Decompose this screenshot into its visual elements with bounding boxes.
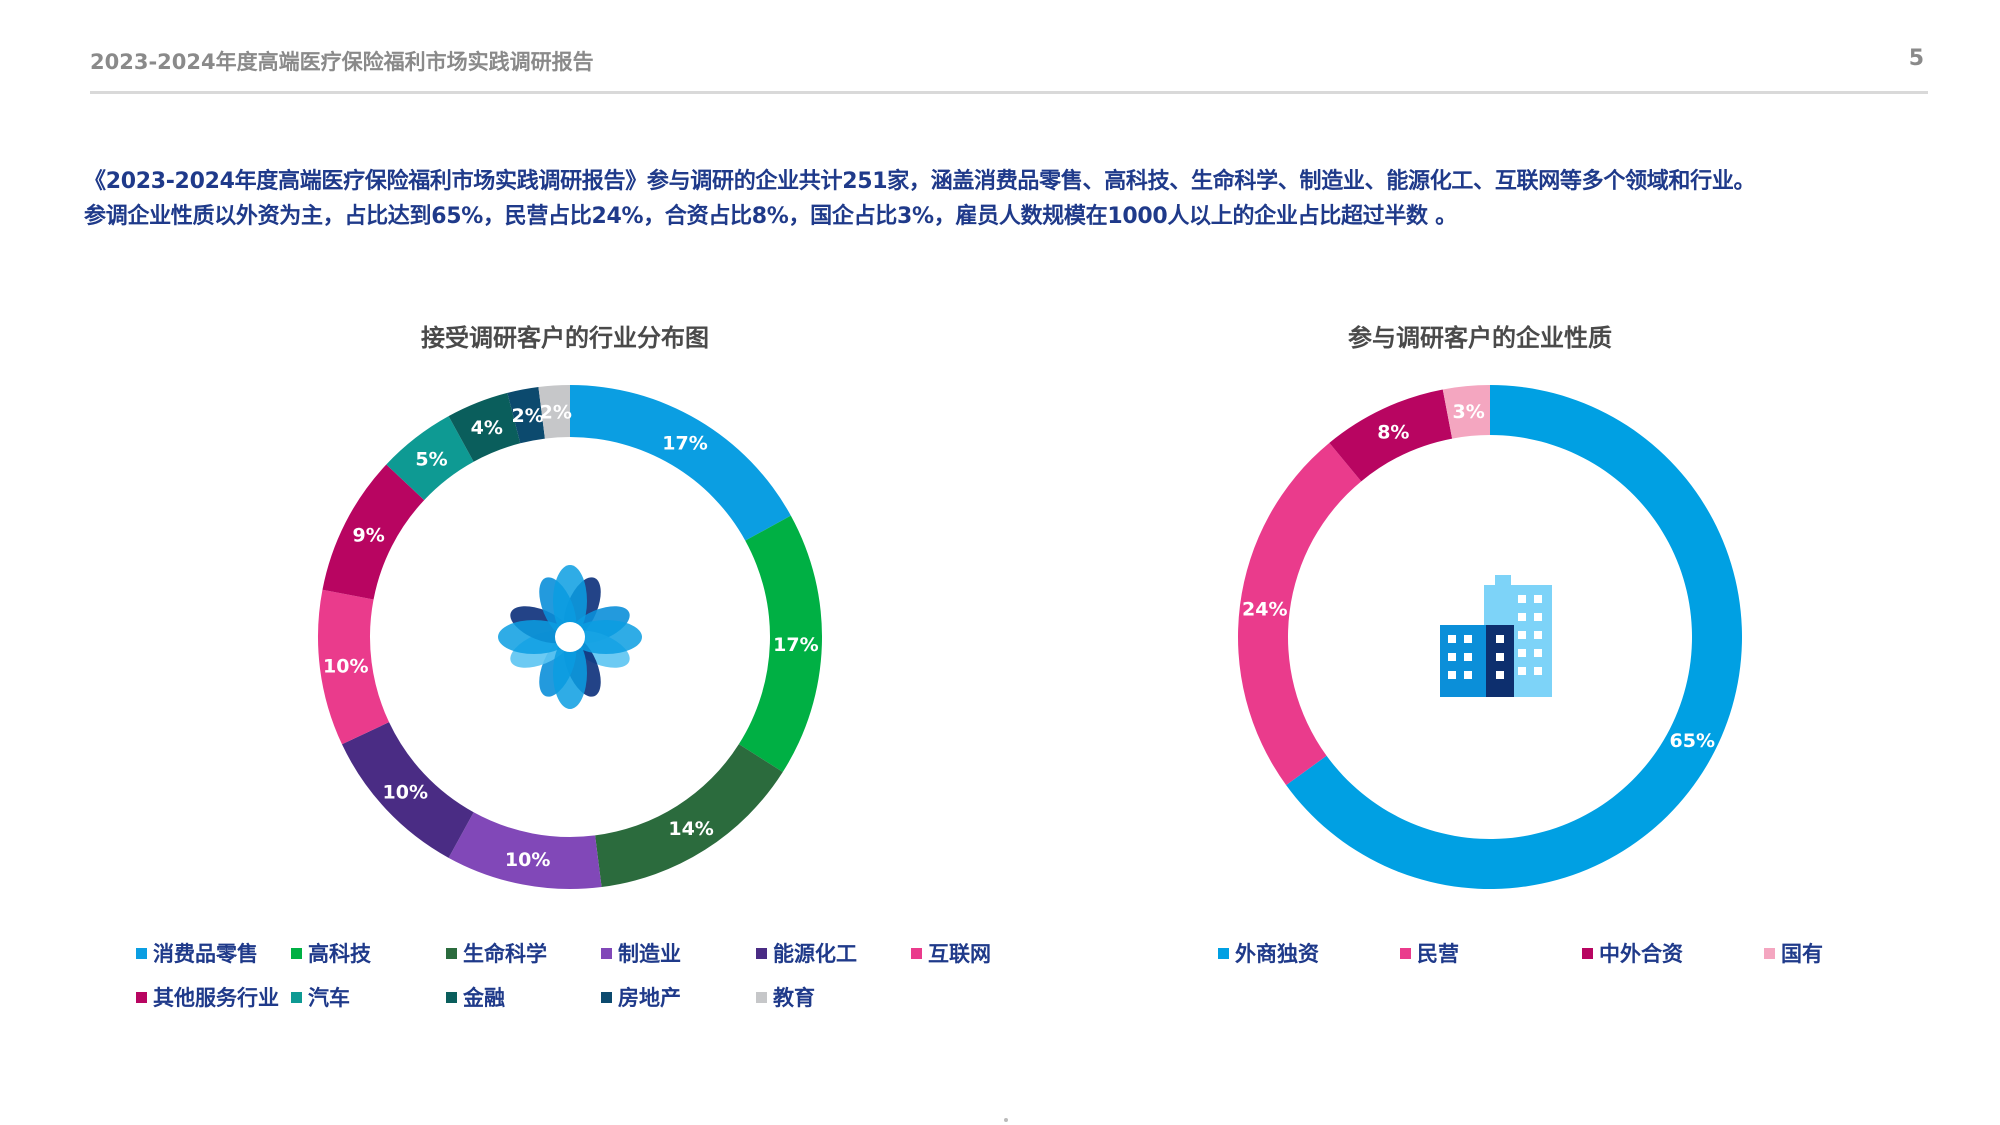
intro-paragraph: 《2023-2024年度高端医疗保险福利市场实践调研报告》参与调研的企业共计25… <box>84 164 1944 234</box>
legend-label: 国有 <box>1781 942 1823 966</box>
slice-label-国有: 3% <box>1453 401 1485 423</box>
slice-互联网 <box>318 589 390 745</box>
slice-label-外商独资: 65% <box>1670 730 1715 752</box>
legend-item: 生命科学 <box>446 938 547 968</box>
legend-label: 中外合资 <box>1599 942 1683 966</box>
legend-item: 金融 <box>446 982 505 1012</box>
legend-label: 教育 <box>773 986 815 1010</box>
slice-教育 <box>538 385 570 439</box>
industry-donut-chart: 17% 17% 14% 10% 10% 10% 9% 5% 4% 2%2% <box>318 385 822 889</box>
slice-国有 <box>1442 385 1490 439</box>
slice-生命科学 <box>595 744 783 888</box>
legend-item: 制造业 <box>601 938 681 968</box>
flower-icon <box>498 565 642 709</box>
legend-label: 能源化工 <box>773 942 857 966</box>
legend-item: 国有 <box>1764 938 1823 968</box>
page-number: 5 <box>1908 46 1924 71</box>
legend-label: 民营 <box>1417 942 1459 966</box>
legend-swatch <box>136 991 147 1003</box>
slice-label-民营: 24% <box>1242 599 1287 621</box>
slice-金融 <box>448 392 521 462</box>
legend-label: 制造业 <box>618 942 681 966</box>
header-divider <box>90 91 1928 94</box>
slice-能源化工 <box>341 722 474 858</box>
ownership-donut-chart: 65% 24% 8% 3% <box>1238 385 1742 889</box>
legend-swatch <box>601 947 612 959</box>
report-title: 2023-2024年度高端医疗保险福利市场实践调研报告 <box>90 50 594 74</box>
ownership-chart-title: 参与调研客户的企业性质 <box>1348 324 1612 352</box>
legend-item: 中外合资 <box>1582 938 1683 968</box>
legend-label: 金融 <box>463 986 505 1010</box>
slice-label-中外合资: 8% <box>1377 422 1409 444</box>
slice-民营 <box>1238 442 1362 786</box>
slice-label-互联网: 10% <box>323 655 368 677</box>
legend-item: 外商独资 <box>1218 938 1319 968</box>
legend-swatch <box>1764 947 1775 959</box>
legend-swatch <box>446 947 457 959</box>
slice-label-消费品零售: 17% <box>662 432 707 454</box>
legend-label: 生命科学 <box>463 942 547 966</box>
legend-swatch <box>136 947 147 959</box>
legend-item: 民营 <box>1400 938 1459 968</box>
legend-label: 互联网 <box>928 942 991 966</box>
legend-item: 房地产 <box>601 982 681 1012</box>
intro-line-2: 参调企业性质以外资为主，占比达到65%，民营占比24%，合资占比8%，国企占比3… <box>84 204 1457 229</box>
slice-高科技 <box>738 515 822 773</box>
slice-其他服务行业 <box>322 464 425 600</box>
slice-label-房地产: 2% <box>512 405 544 427</box>
legend-label: 外商独资 <box>1235 942 1319 966</box>
legend-label: 高科技 <box>308 942 371 966</box>
legend-swatch <box>756 947 767 959</box>
legend-swatch <box>911 947 922 959</box>
slice-label-其他服务行业: 9% <box>352 524 384 546</box>
slice-中外合资 <box>1329 389 1453 482</box>
legend-swatch <box>446 991 457 1003</box>
legend-swatch <box>1400 947 1411 959</box>
legend-item: 高科技 <box>291 938 371 968</box>
slice-label-高科技: 17% <box>773 634 818 656</box>
slice-汽车 <box>386 416 474 501</box>
legend-item: 能源化工 <box>756 938 857 968</box>
legend-label: 其他服务行业 <box>153 986 279 1010</box>
slice-label-能源化工: 10% <box>383 782 428 804</box>
slice-房地产 <box>507 386 545 444</box>
legend-label: 消费品零售 <box>153 942 258 966</box>
slice-label-金融: 4% <box>471 417 503 439</box>
buildings-icon <box>1440 575 1552 697</box>
legend-swatch <box>1582 947 1593 959</box>
legend-item: 汽车 <box>291 982 350 1012</box>
legend-label: 房地产 <box>618 986 681 1010</box>
legend-swatch <box>1218 947 1229 959</box>
slice-label-生命科学: 14% <box>668 818 713 840</box>
legend-item: 互联网 <box>911 938 991 968</box>
slice-label-教育: 2% <box>540 401 572 423</box>
legend-swatch <box>601 991 612 1003</box>
slice-label-汽车: 5% <box>415 448 447 470</box>
legend-item: 教育 <box>756 982 815 1012</box>
footer-dot <box>1004 1118 1008 1122</box>
intro-line-1: 《2023-2024年度高端医疗保险福利市场实践调研报告》参与调研的企业共计25… <box>84 169 1756 194</box>
slice-消费品零售 <box>570 385 791 541</box>
legend-item: 消费品零售 <box>136 938 258 968</box>
legend-item: 其他服务行业 <box>136 982 279 1012</box>
slice-label-制造业: 10% <box>505 849 550 871</box>
legend-label: 汽车 <box>308 986 350 1010</box>
legend-swatch <box>756 991 767 1003</box>
industry-chart-title: 接受调研客户的行业分布图 <box>421 324 709 352</box>
slice-制造业 <box>448 812 602 889</box>
legend-swatch <box>291 947 302 959</box>
legend-swatch <box>291 991 302 1003</box>
